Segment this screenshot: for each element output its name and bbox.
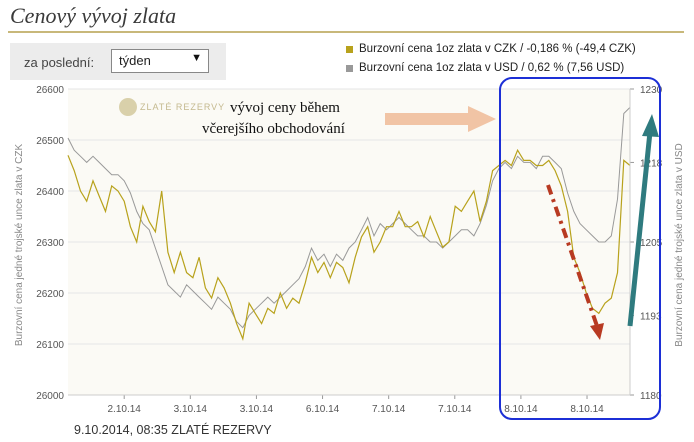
left-axis-tick-label: 26200 (36, 289, 64, 300)
left-axis-label: Burzovní cena jedné trojské unce zlata v… (14, 144, 25, 347)
trend-arrow-up-teal-head (642, 114, 659, 137)
chevron-down-icon: ▼ (191, 52, 202, 64)
left-axis-tick-label: 26600 (36, 85, 64, 96)
x-axis-tick-label: 7.10.14 (372, 404, 406, 415)
right-axis-tick-label: 1230 (640, 85, 663, 96)
right-axis-tick-label: 1180 (640, 391, 662, 402)
legend-label-czk: Burzovní cena 1oz zlata v CZK / -0,186 %… (359, 43, 636, 55)
left-axis-ticks: 26000 26100 26200 26300 26400 26500 26600 (36, 85, 64, 402)
left-axis-tick-label: 26000 (36, 391, 64, 402)
annotation-line-2: včerejšího obchodování (202, 121, 345, 137)
right-axis-tick-label: 1205 (640, 238, 663, 249)
trend-arrow-up-teal (627, 131, 653, 327)
trend-arrow-down-red (546, 184, 599, 327)
x-axis-ticks: 2.10.14 3.10.14 3.10.14 6.10.14 7.10.14 7.10.… (108, 395, 604, 415)
pointer-arrow-peach (385, 106, 496, 132)
x-axis-tick-label: 3.10.14 (240, 404, 274, 415)
period-filter: za poslední: týden ▼ (10, 43, 226, 80)
x-axis-tick-label: 7.10.14 (438, 404, 472, 415)
left-axis-tick-label: 26500 (36, 136, 64, 147)
x-axis-tick-label: 8.10.14 (570, 404, 604, 415)
chart-legend: Burzovní cena 1oz zlata v CZK / -0,186 %… (346, 40, 636, 78)
x-axis-tick-label: 6.10.14 (306, 404, 340, 415)
chart-footer: 9.10.2014, 08:35 ZLATÉ REZERVY (74, 423, 272, 437)
legend-swatch-czk (346, 46, 353, 53)
left-axis-tick-label: 26400 (36, 187, 64, 198)
right-axis-tick-label: 1218 (640, 158, 663, 169)
right-axis-label: Burzovní cena jedné trojské unce zlata v… (674, 143, 685, 346)
x-axis-tick-label: 8.10.14 (504, 404, 538, 415)
annotation-line-1: vývoj ceny během (230, 100, 340, 116)
left-axis-tick-label: 26100 (36, 340, 64, 351)
legend-swatch-usd (346, 65, 353, 72)
watermark-text: ZLATÉ REZERVY (140, 102, 225, 112)
trend-arrow-down-red-head (590, 323, 604, 340)
x-axis-tick-label: 2.10.14 (108, 404, 142, 415)
legend-item-czk[interactable]: Burzovní cena 1oz zlata v CZK / -0,186 %… (346, 40, 636, 59)
period-label: za poslední: (24, 55, 95, 70)
period-select[interactable]: týden ▼ (111, 49, 209, 73)
right-axis-tick-label: 1193 (640, 311, 662, 322)
watermark-logo (119, 98, 137, 116)
highlight-box (499, 77, 661, 420)
legend-label-usd: Burzovní cena 1oz zlata v USD / 0,62 % (… (359, 62, 625, 74)
x-axis-tick-label: 3.10.14 (174, 404, 208, 415)
watermark: ZLATÉ REZERVY (119, 98, 225, 116)
period-select-value: týden (119, 53, 151, 68)
page-title: Cenový vývoj zlata (10, 3, 177, 28)
title-divider (8, 31, 684, 33)
left-axis-tick-label: 26300 (36, 238, 64, 249)
usd-price-line (67, 107, 631, 329)
legend-item-usd[interactable]: Burzovní cena 1oz zlata v USD / 0,62 % (… (346, 59, 636, 78)
czk-price-line (67, 148, 631, 342)
